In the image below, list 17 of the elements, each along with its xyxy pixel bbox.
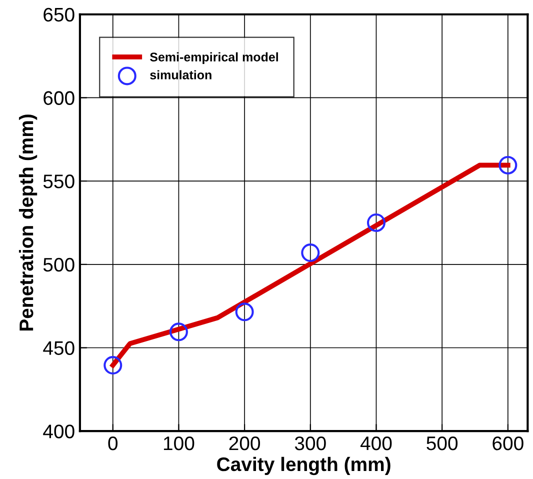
legend-label: Semi-empirical model xyxy=(150,52,278,64)
y-tick-label: 650 xyxy=(44,8,74,22)
x-tick-label: 300 xyxy=(294,436,326,450)
y-tick-label: 450 xyxy=(43,341,74,355)
x-tick-label: 600 xyxy=(492,436,524,450)
y-axis-title: Penetration depth (mm) xyxy=(18,114,38,331)
y-tick-label: 400 xyxy=(43,424,74,438)
x-axis-title: Cavity length (mm) xyxy=(217,456,390,476)
x-tick-label: 0 xyxy=(108,436,118,450)
legend-label: simulation xyxy=(150,70,212,80)
x-tick-label: 200 xyxy=(229,436,260,450)
x-tick-label: 500 xyxy=(426,436,458,450)
y-tick-label: 500 xyxy=(43,258,74,272)
y-tick-label: 550 xyxy=(43,174,74,188)
y-tick-label: 600 xyxy=(44,91,74,105)
x-tick-label: 400 xyxy=(360,436,392,450)
x-tick-label: 100 xyxy=(164,436,194,450)
